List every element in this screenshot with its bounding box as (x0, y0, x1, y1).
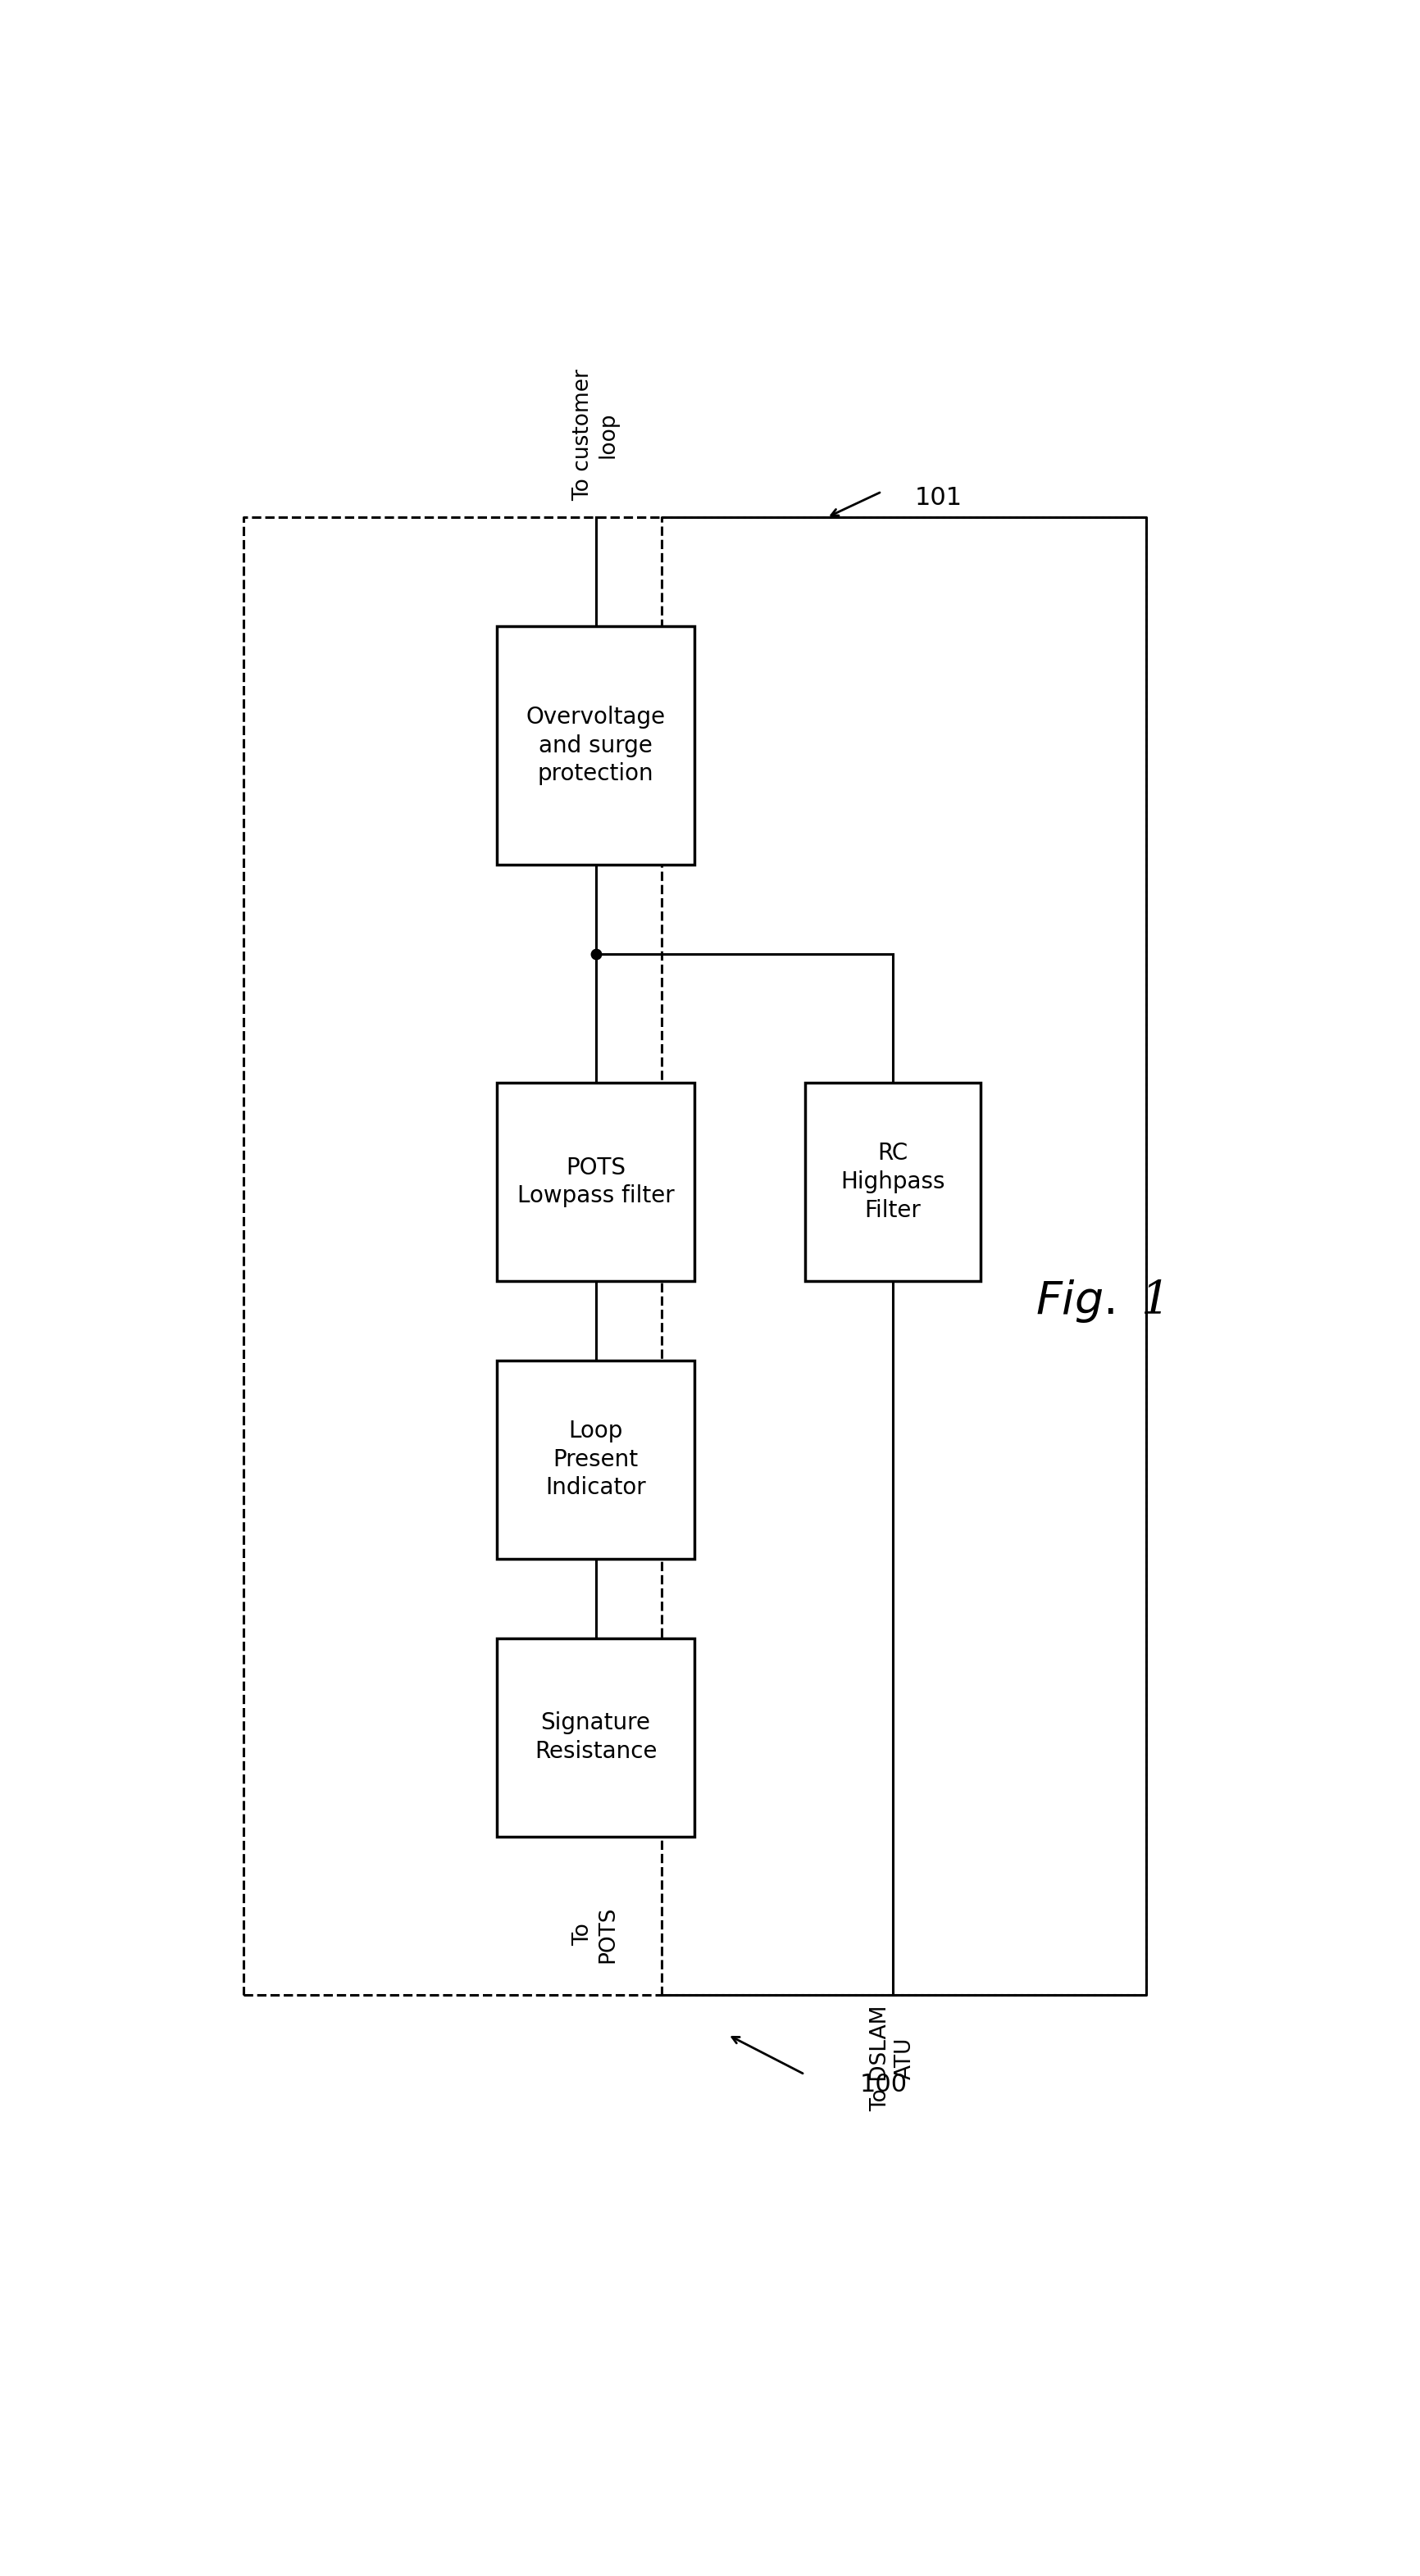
Text: Overvoltage
and surge
protection: Overvoltage and surge protection (525, 706, 666, 786)
Bar (497, 1082, 694, 1280)
Text: 100: 100 (861, 2074, 907, 2097)
Bar (805, 1082, 981, 1280)
Text: RC
Highpass
Filter: RC Highpass Filter (841, 1141, 946, 1221)
Text: To customer
loop: To customer loop (572, 368, 619, 500)
Text: Signature
Resistance: Signature Resistance (534, 1710, 657, 1762)
Text: $\mathit{Fig.}$ 1: $\mathit{Fig.}$ 1 (1035, 1278, 1163, 1324)
Text: 101: 101 (914, 487, 963, 510)
Text: To DSLAM
ATU: To DSLAM ATU (870, 2004, 916, 2112)
Text: POTS
Lowpass filter: POTS Lowpass filter (517, 1157, 674, 1208)
Bar (497, 1360, 694, 1558)
Text: Loop
Present
Indicator: Loop Present Indicator (545, 1419, 646, 1499)
Bar (497, 1638, 694, 1837)
Text: To
POTS: To POTS (572, 1906, 619, 1963)
Bar (497, 626, 694, 866)
